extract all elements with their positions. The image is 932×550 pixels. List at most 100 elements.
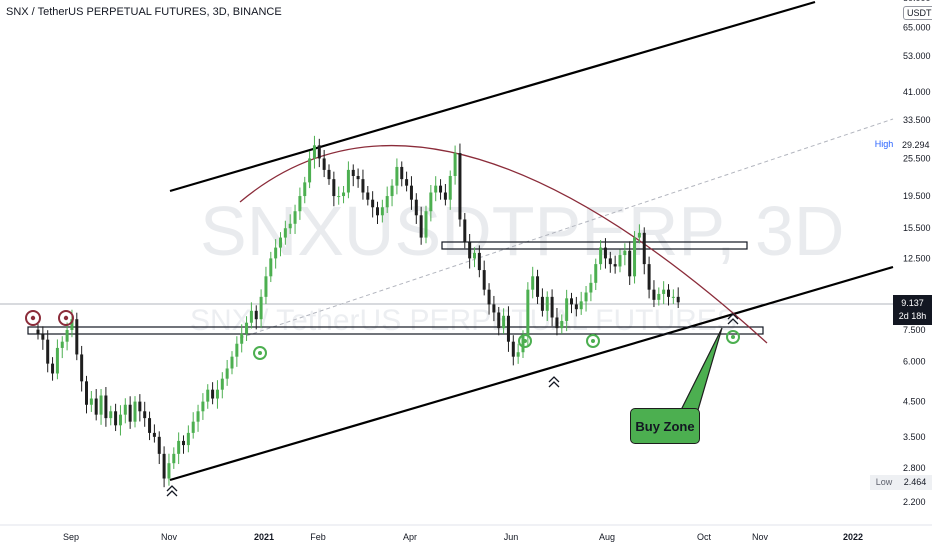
price-tick-label: 7.500 (903, 325, 926, 335)
candle (492, 295, 496, 322)
price-tick-label: 53.000 (903, 51, 931, 61)
red-circle-marker (25, 310, 41, 326)
price-tick-label: 15.500 (903, 223, 931, 233)
candle (51, 357, 55, 381)
candle (545, 291, 549, 321)
candle (540, 288, 544, 317)
candle (303, 176, 307, 204)
candle (448, 170, 452, 210)
price-tick-label: 19.500 (903, 191, 931, 201)
upper-channel-line[interactable] (169, 0, 816, 193)
chevron-up-icon (727, 313, 739, 325)
candle (608, 251, 612, 273)
candle (211, 382, 215, 405)
time-tick-label: Jun (504, 532, 519, 542)
watermark-name: SNX / TetherUS PERPETUAL FUTURES (190, 304, 737, 337)
candle (128, 396, 132, 429)
candle (642, 227, 646, 275)
candle (414, 193, 418, 224)
candle (94, 389, 98, 421)
drawing-layer (0, 0, 894, 482)
candle (603, 238, 607, 269)
candle (550, 289, 554, 327)
candle (259, 289, 263, 328)
candle (385, 186, 389, 213)
time-tick-label: Apr (403, 532, 417, 542)
candle (148, 411, 152, 441)
candle (652, 280, 656, 308)
candle (487, 283, 491, 315)
time-axis[interactable]: Sep Nov 2021 Feb Apr Jun Aug Oct Nov 2022 (63, 532, 863, 542)
support-zone[interactable] (27, 326, 764, 335)
lower-channel-line[interactable] (169, 265, 894, 482)
candle (502, 308, 506, 334)
candle (342, 185, 346, 204)
candle (274, 239, 278, 269)
resistance-zone[interactable] (441, 241, 748, 250)
candle (215, 380, 219, 409)
price-tick-label: 2.800 (903, 463, 926, 473)
candle (245, 316, 249, 341)
candle (80, 345, 84, 392)
parabolic-arc[interactable] (239, 144, 768, 344)
candle (254, 305, 258, 330)
price-tick-label: 33.500 (903, 115, 931, 125)
candle (453, 145, 457, 185)
candle (589, 274, 593, 302)
watermark-symbol: SNXUSDTPERP, 3D (200, 192, 844, 270)
candle (667, 284, 670, 306)
price-tick-label: 12.500 (903, 253, 931, 263)
candle (249, 302, 253, 329)
candle (405, 171, 409, 192)
candle (424, 205, 428, 244)
candle (623, 243, 627, 266)
bar-countdown: 2d 18h (898, 311, 927, 321)
candle (628, 241, 632, 285)
candle (317, 138, 321, 168)
green-circle-marker (726, 330, 740, 344)
price-tick-label: 25.500 (903, 153, 931, 163)
price-axis[interactable]: 80.000 65.000 53.000 41.000 33.500 25.500 19.5… (902, 0, 931, 507)
time-tick-label: Nov (752, 532, 769, 542)
candle (46, 330, 50, 373)
candle (473, 247, 476, 268)
green-circle-marker (586, 334, 600, 348)
high-label: High (874, 139, 894, 149)
high-value: 29.294 (902, 140, 930, 150)
candle (390, 179, 394, 207)
candle (201, 393, 205, 420)
candle (308, 150, 312, 189)
price-tick-label: 4.500 (903, 397, 926, 407)
candle (235, 336, 239, 367)
candle (167, 453, 171, 486)
candle (395, 158, 399, 195)
median-dashed-line[interactable] (239, 118, 894, 339)
candle (565, 289, 569, 332)
candle (506, 306, 510, 352)
candle (662, 281, 666, 305)
candle (618, 249, 622, 273)
candle (99, 389, 103, 425)
price-tick-label: 65.000 (903, 22, 931, 32)
time-tick-label: Nov (161, 532, 178, 542)
candle (143, 401, 147, 427)
candle (220, 372, 224, 399)
price-tick-label: 41.000 (903, 87, 931, 97)
candle (409, 176, 413, 210)
candle (361, 169, 365, 200)
candle (85, 375, 88, 414)
candle (332, 171, 336, 207)
candle (138, 394, 142, 422)
buy-zone-callout: Buy Zone (630, 408, 700, 444)
candle (240, 324, 244, 353)
candle (671, 289, 675, 305)
candle (123, 398, 127, 424)
candle (337, 186, 341, 205)
candle (477, 245, 481, 278)
candle (312, 135, 316, 169)
currency-button[interactable]: USDT (903, 6, 932, 20)
candle (269, 251, 273, 283)
candle (288, 214, 292, 234)
candle (191, 412, 195, 439)
